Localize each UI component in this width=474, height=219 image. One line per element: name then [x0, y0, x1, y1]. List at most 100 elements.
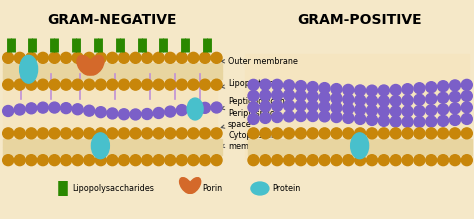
Circle shape — [272, 79, 283, 90]
Circle shape — [295, 111, 306, 122]
Circle shape — [449, 128, 460, 139]
Circle shape — [3, 106, 14, 117]
Circle shape — [200, 102, 210, 113]
Text: Cytoplasmic
membrane: Cytoplasmic membrane — [221, 131, 278, 150]
Ellipse shape — [87, 55, 104, 75]
Circle shape — [14, 104, 25, 115]
Circle shape — [72, 128, 83, 139]
Circle shape — [260, 79, 271, 90]
Circle shape — [49, 79, 60, 90]
Circle shape — [426, 105, 437, 116]
Circle shape — [402, 155, 413, 166]
Circle shape — [319, 128, 330, 139]
Circle shape — [283, 80, 294, 91]
Text: Porin: Porin — [202, 184, 222, 193]
Circle shape — [402, 95, 413, 106]
Circle shape — [343, 155, 354, 166]
Circle shape — [61, 52, 72, 63]
Circle shape — [211, 52, 222, 63]
Circle shape — [366, 128, 377, 139]
Circle shape — [331, 111, 342, 122]
Circle shape — [331, 102, 342, 113]
Circle shape — [176, 105, 187, 116]
Circle shape — [272, 111, 283, 122]
Circle shape — [414, 128, 425, 139]
Circle shape — [3, 52, 14, 63]
Circle shape — [295, 100, 306, 111]
Circle shape — [142, 109, 153, 120]
Circle shape — [378, 85, 389, 96]
Circle shape — [142, 155, 153, 166]
Circle shape — [366, 115, 377, 125]
Circle shape — [72, 155, 83, 166]
Circle shape — [390, 106, 401, 117]
Circle shape — [366, 85, 377, 96]
FancyBboxPatch shape — [3, 147, 222, 155]
Circle shape — [260, 155, 271, 166]
Circle shape — [283, 90, 294, 101]
Circle shape — [449, 103, 460, 114]
Circle shape — [72, 79, 83, 90]
Circle shape — [153, 128, 164, 139]
Circle shape — [343, 84, 354, 95]
Circle shape — [49, 128, 60, 139]
Circle shape — [176, 128, 187, 139]
Circle shape — [200, 79, 210, 90]
Circle shape — [37, 79, 48, 90]
Circle shape — [355, 128, 365, 139]
Circle shape — [461, 155, 472, 166]
Circle shape — [107, 128, 118, 139]
Text: Protein: Protein — [272, 184, 300, 193]
Circle shape — [49, 155, 60, 166]
Circle shape — [248, 79, 259, 90]
Circle shape — [153, 79, 164, 90]
Ellipse shape — [19, 55, 37, 83]
Circle shape — [248, 113, 259, 124]
Circle shape — [211, 79, 222, 90]
Circle shape — [331, 93, 342, 104]
Circle shape — [402, 84, 413, 95]
Circle shape — [84, 128, 95, 139]
Circle shape — [200, 128, 210, 139]
Text: GRAM-NEGATIVE: GRAM-NEGATIVE — [47, 13, 177, 27]
Circle shape — [331, 155, 342, 166]
Circle shape — [95, 155, 106, 166]
Circle shape — [307, 155, 318, 166]
Circle shape — [390, 95, 401, 106]
Circle shape — [3, 155, 14, 166]
Circle shape — [248, 155, 259, 166]
Circle shape — [3, 79, 14, 90]
Circle shape — [390, 85, 401, 95]
Circle shape — [366, 95, 377, 106]
FancyBboxPatch shape — [3, 71, 222, 79]
Circle shape — [295, 155, 306, 166]
Circle shape — [272, 100, 283, 111]
Circle shape — [118, 155, 129, 166]
Circle shape — [426, 128, 437, 139]
Circle shape — [319, 155, 330, 166]
Circle shape — [188, 155, 199, 166]
Circle shape — [211, 155, 222, 166]
Circle shape — [414, 94, 425, 105]
Circle shape — [260, 112, 271, 123]
Circle shape — [37, 155, 48, 166]
Circle shape — [130, 155, 141, 166]
Circle shape — [426, 82, 437, 93]
Circle shape — [165, 106, 176, 117]
Circle shape — [283, 128, 294, 139]
Circle shape — [307, 128, 318, 139]
Circle shape — [72, 52, 83, 63]
Circle shape — [165, 52, 176, 63]
Circle shape — [438, 128, 448, 139]
Circle shape — [449, 115, 460, 125]
Circle shape — [414, 155, 425, 166]
Circle shape — [402, 128, 413, 139]
Text: Lipoproteins: Lipoproteins — [221, 79, 278, 88]
Circle shape — [118, 79, 129, 90]
Circle shape — [95, 107, 106, 118]
Text: Outer membrane: Outer membrane — [221, 57, 298, 66]
Circle shape — [260, 101, 271, 112]
Circle shape — [449, 91, 460, 102]
Circle shape — [461, 90, 472, 101]
Circle shape — [272, 155, 283, 166]
